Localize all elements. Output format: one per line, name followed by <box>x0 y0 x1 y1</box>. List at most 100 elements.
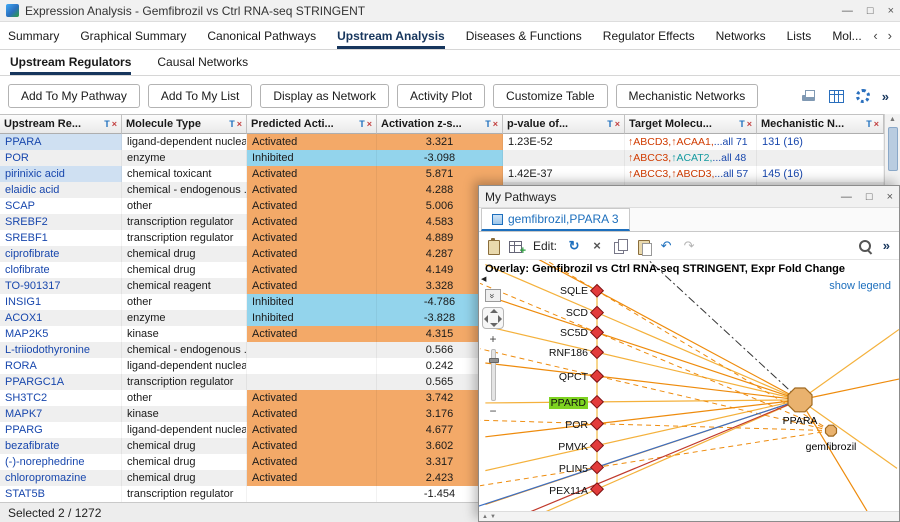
clear-filter-icon[interactable]: × <box>111 119 117 129</box>
filter-icon[interactable]: T <box>607 119 613 129</box>
node-label-por[interactable]: POR <box>565 419 588 431</box>
upstream-regulator-link[interactable]: pirinixic acid <box>0 166 122 182</box>
node-label-qpct[interactable]: QPCT <box>558 371 588 383</box>
target-molecule[interactable]: ↑ABCD3, <box>628 136 672 148</box>
table-row[interactable]: pirinixic acid chemical toxicant Activated… <box>0 166 884 182</box>
clear-filter-icon[interactable]: × <box>873 119 879 129</box>
display-as-network-button[interactable]: Display as Network <box>260 84 390 108</box>
upstream-regulator-link[interactable]: clofibrate <box>0 262 122 278</box>
upstream-regulator-link[interactable]: MAPK7 <box>0 406 122 422</box>
clear-filter-icon[interactable]: × <box>746 119 752 129</box>
column-header-p-value-of[interactable]: p-value of... T × <box>503 114 625 134</box>
gene-node-scd[interactable] <box>589 305 605 320</box>
target-molecule[interactable]: ...all 71 <box>713 136 748 148</box>
tab-summary[interactable]: Summary <box>8 28 60 43</box>
target-molecule[interactable]: ↑ACAT2, <box>671 152 713 164</box>
show-legend-link[interactable]: show legend <box>829 280 891 292</box>
pan-right-icon[interactable] <box>498 315 502 323</box>
upstream-regulator-link[interactable]: L-triiodothyronine <box>0 342 122 358</box>
table-row[interactable]: MAP2K5 kinase Activated 4.315 <box>0 326 884 342</box>
upstream-regulator-link[interactable]: chloropromazine <box>0 470 122 486</box>
clear-filter-icon[interactable]: × <box>236 119 242 129</box>
pan-down-icon[interactable] <box>490 323 498 327</box>
tabs-scroll-right-icon[interactable]: › <box>887 28 892 43</box>
collapse-panel-icon[interactable]: ◀ <box>481 276 487 283</box>
gene-node-rnf186[interactable] <box>589 345 605 360</box>
node-label-gemfibrozil[interactable]: gemfibrozil <box>805 441 857 453</box>
network-diagram[interactable] <box>479 260 899 511</box>
upstream-regulator-link[interactable]: elaidic acid <box>0 182 122 198</box>
node-label-pex11a[interactable]: PEX11A <box>549 485 588 497</box>
pathway-minimize-button[interactable]: — <box>840 190 852 203</box>
zoom-slider[interactable] <box>488 349 499 401</box>
upstream-regulator-link[interactable]: PPARGC1A <box>0 374 122 390</box>
node-label-plin5[interactable]: PLIN5 <box>558 463 588 475</box>
clear-filter-icon[interactable]: × <box>614 119 620 129</box>
target-molecule[interactable]: ↑ABCD3, <box>671 168 715 180</box>
upstream-regulator-link[interactable]: SH3TC2 <box>0 390 122 406</box>
minimize-button[interactable]: — <box>841 4 853 17</box>
column-header-activation-z-s[interactable]: Activation z-s... T × <box>377 114 503 134</box>
gene-node-sqle[interactable] <box>589 283 605 298</box>
upstream-regulator-link[interactable]: ciprofibrate <box>0 246 122 262</box>
zoom-out-icon[interactable] <box>857 238 873 254</box>
tabs-scroll-left-icon[interactable]: ‹ <box>873 28 878 43</box>
column-header-target-molecu[interactable]: Target Molecu... T × <box>625 114 757 134</box>
paste-icon[interactable] <box>485 237 501 255</box>
tab-graphical-summary[interactable]: Graphical Summary <box>80 28 187 43</box>
gene-node-qpct[interactable] <box>589 369 605 384</box>
node-label-ppara[interactable]: PPARA <box>782 415 818 427</box>
filter-icon[interactable]: T <box>866 119 872 129</box>
clear-filter-icon[interactable]: × <box>366 119 372 129</box>
export-table-icon[interactable] <box>828 88 844 104</box>
zoom-slider-thumb[interactable] <box>488 358 499 363</box>
pathway-scroll-up-icon[interactable]: ▲ <box>482 513 488 520</box>
print-icon[interactable] <box>801 88 817 104</box>
cell-target-molecules[interactable]: ↑ABCD3,↑ACAA1,...all 71 <box>625 134 757 150</box>
upstream-regulator-link[interactable]: (-)-norephedrine <box>0 454 122 470</box>
mechanistic-networks-button[interactable]: Mechanistic Networks <box>615 84 759 108</box>
gene-node-plin5[interactable] <box>589 460 605 475</box>
refresh-icon[interactable]: ↻ <box>568 237 580 253</box>
pathway-titlebar[interactable]: My Pathways — □ × <box>479 186 899 208</box>
column-header-predicted-acti[interactable]: Predicted Acti... T × <box>247 114 377 134</box>
gene-node-ppard[interactable] <box>589 394 605 409</box>
node-label-rnf186[interactable]: RNF186 <box>548 347 588 359</box>
node-label-ppard[interactable]: PPARD <box>548 397 588 409</box>
pan-control[interactable] <box>482 307 504 329</box>
upstream-regulator-link[interactable]: SCAP <box>0 198 122 214</box>
tab-mol[interactable]: Mol... <box>832 28 862 43</box>
toolbar-overflow-icon[interactable]: » <box>881 88 889 104</box>
delete-icon[interactable]: × <box>593 237 601 253</box>
upstream-regulator-link[interactable]: POR <box>0 150 122 166</box>
upstream-regulator-link[interactable]: MAP2K5 <box>0 326 122 342</box>
upstream-regulator-link[interactable]: PPARG <box>0 422 122 438</box>
cell-target-molecules[interactable]: ↑ABCC3,↑ABCD3,...all 57 <box>625 166 757 182</box>
gene-node-por[interactable] <box>589 416 605 431</box>
upstream-regulator-link[interactable]: TO-901317 <box>0 278 122 294</box>
target-molecule[interactable]: ...all 48 <box>712 152 747 164</box>
add-to-pathway-icon[interactable] <box>508 238 526 257</box>
node-label-sqle[interactable]: SQLE <box>559 285 588 297</box>
tab-upstream-analysis[interactable]: Upstream Analysis <box>337 22 445 49</box>
subtab-upstream-regulators[interactable]: Upstream Regulators <box>10 50 132 75</box>
subtab-causal-networks[interactable]: Causal Networks <box>157 55 249 69</box>
clear-filter-icon[interactable]: × <box>492 119 498 129</box>
column-header-mechanistic-n[interactable]: Mechanistic N... T × <box>757 114 884 134</box>
gene-node-sc5d[interactable] <box>589 325 605 340</box>
tab-networks[interactable]: Networks <box>715 28 766 43</box>
filter-icon[interactable]: T <box>359 119 365 129</box>
window-titlebar[interactable]: Expression Analysis - Gemfibrozil vs Ctr… <box>0 0 900 22</box>
zoom-out-button[interactable]: − <box>489 404 497 418</box>
pathway-canvas[interactable]: Overlay: Gemfibrozil vs Ctrl RNA-seq STR… <box>479 260 899 511</box>
pathway-tab[interactable]: gemfibrozil,PPARA 3 <box>481 208 630 231</box>
tab-canonical-pathways[interactable]: Canonical Pathways <box>207 28 317 43</box>
tab-lists[interactable]: Lists <box>786 28 812 43</box>
column-header-molecule-type[interactable]: Molecule Type T × <box>122 114 247 134</box>
collapse-toolbar-icon[interactable]: » <box>485 289 501 302</box>
table-row[interactable]: POR enzyme Inhibited -3.098 ↑ABCC3,↑ACAT2,..… <box>0 150 884 166</box>
add-to-my-pathway-button[interactable]: Add To My Pathway <box>8 84 140 108</box>
close-button[interactable]: × <box>887 4 894 17</box>
target-molecule[interactable]: ...all 57 <box>714 168 749 180</box>
filter-icon[interactable]: T <box>104 119 110 129</box>
